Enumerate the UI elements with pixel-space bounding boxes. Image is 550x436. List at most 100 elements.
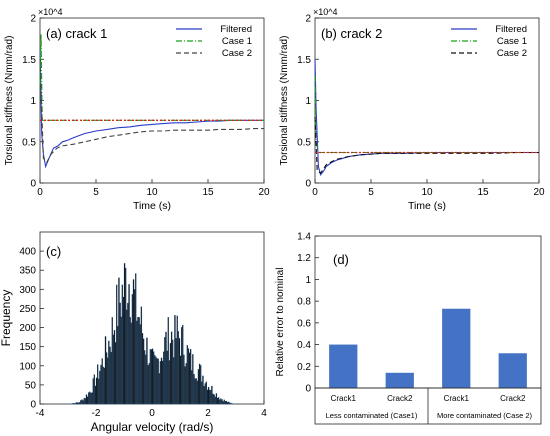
y-tick-label: 1	[305, 275, 311, 286]
histogram-bar	[208, 389, 211, 405]
y-tick-label: 400	[19, 247, 36, 258]
legend-entry: Case 1	[222, 36, 252, 47]
histogram-bar	[193, 374, 195, 405]
histogram-bar	[120, 316, 122, 405]
histogram-bar	[135, 273, 137, 405]
histogram-bar	[133, 289, 136, 405]
histogram-bar	[158, 373, 160, 405]
histogram-bar	[196, 380, 199, 405]
panel-label: (a) crack 1	[46, 26, 107, 41]
histogram-bar	[194, 378, 196, 405]
histogram-bar	[166, 350, 168, 405]
legend-entry: Case 2	[497, 48, 527, 59]
histogram-bar	[105, 352, 108, 405]
histogram-bar	[139, 324, 141, 405]
x-tick-label: 20	[258, 187, 270, 198]
histogram-bar	[168, 360, 171, 405]
histogram-bar	[111, 317, 113, 405]
histogram-bar	[104, 336, 107, 405]
histogram-bar	[189, 348, 192, 405]
y-axis-multiplier: ×10^4	[38, 7, 63, 17]
y-tick-label: 0.2	[297, 362, 311, 373]
histogram-bar	[176, 315, 178, 405]
histogram-bar	[215, 393, 218, 405]
histogram-bar	[103, 367, 106, 405]
histogram-bar	[90, 392, 92, 405]
histogram-bar	[175, 338, 177, 405]
histogram-bar	[220, 398, 222, 405]
bar	[385, 372, 414, 388]
histogram-bar	[129, 317, 131, 405]
histogram-bar	[109, 346, 111, 405]
histogram-bar	[201, 381, 203, 405]
histogram-bar	[224, 400, 227, 405]
histogram-bar	[203, 385, 205, 405]
x-tick-label: 0	[312, 187, 318, 198]
bar	[329, 344, 358, 388]
histogram-bar	[96, 364, 99, 405]
histogram-bar	[223, 399, 225, 405]
y-tick-label: 0.8	[297, 297, 311, 308]
y-tick-label: 0	[305, 179, 311, 190]
histogram-bar	[213, 394, 215, 405]
category-label: Crack2	[387, 394, 413, 403]
y-axis-multiplier: ×10^4	[313, 7, 338, 17]
histogram-bar	[126, 309, 128, 405]
histogram-bar	[155, 356, 157, 405]
y-axis-label: Torsional stiffness (Nmm/rad)	[279, 36, 290, 166]
histogram-bar	[172, 339, 174, 405]
y-tick-label: 1	[30, 96, 36, 107]
histogram-bar	[228, 401, 230, 405]
histogram-bar	[83, 397, 85, 405]
histogram-bar	[156, 358, 158, 405]
histogram-bar	[222, 401, 224, 405]
histogram-bar	[73, 402, 75, 405]
histogram-bar	[86, 396, 89, 405]
histogram-bar	[131, 294, 134, 405]
x-tick-label: 15	[202, 187, 214, 198]
histogram-bar	[206, 389, 209, 405]
y-axis-label: Frequency	[0, 290, 13, 347]
histogram-bar	[212, 393, 214, 405]
panel-d-relative-error-chart: 0 0.2 0.4 0.6 0.8 1 1.2 1.4 Crack1 Crack2 Crack1 Cr…	[275, 232, 542, 425]
histogram-bar	[108, 340, 110, 405]
histogram-bar	[118, 277, 120, 405]
histogram-bar	[80, 400, 82, 405]
panel-label: (d)	[333, 252, 349, 267]
histogram-bar	[207, 386, 210, 405]
histogram-bar	[179, 355, 182, 405]
histogram-bar	[130, 322, 132, 405]
histogram-bar	[88, 392, 90, 405]
x-tick-label: 5	[368, 187, 374, 198]
histogram-bar	[140, 306, 143, 405]
histogram-bar	[149, 349, 152, 405]
x-tick-label: 4	[261, 408, 267, 419]
y-tick-label: 1.2	[297, 253, 311, 264]
histogram-bar	[95, 377, 98, 405]
histogram-bar	[154, 354, 156, 405]
histogram-bar	[74, 403, 76, 405]
histogram-bar	[138, 317, 140, 405]
histogram-bar	[148, 363, 150, 405]
histogram-bar	[200, 365, 202, 405]
histogram-bar	[167, 317, 169, 405]
histogram-bar	[151, 348, 154, 405]
histogram-bar	[91, 392, 93, 405]
histogram-bar	[141, 333, 144, 405]
group-label: More contaminated (Case 2)	[437, 411, 533, 420]
y-tick-label: 0.4	[297, 340, 311, 351]
histogram-bar	[231, 403, 233, 405]
panel-label: (c)	[46, 244, 61, 259]
x-tick-label: -4	[36, 408, 45, 419]
x-tick-label: -2	[92, 408, 101, 419]
y-tick-label: 0.5	[22, 137, 36, 148]
histogram-bar	[142, 338, 145, 405]
y-tick-label: 2	[305, 14, 311, 25]
x-tick-label: 0	[37, 187, 43, 198]
x-tick-label: 5	[93, 187, 99, 198]
histogram-bar	[76, 402, 79, 405]
histogram-bar	[173, 357, 175, 405]
histogram-bar	[152, 351, 155, 405]
